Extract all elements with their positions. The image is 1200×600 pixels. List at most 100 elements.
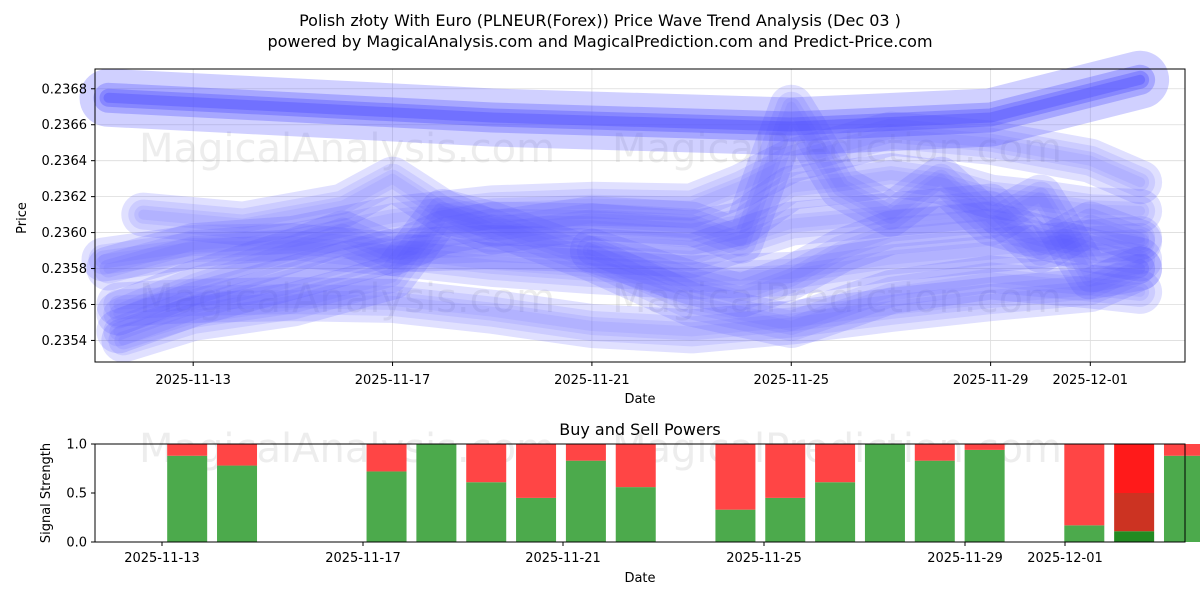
wave-line-wave-low-2 [118, 206, 1146, 346]
wave-line-wave-high-1 [93, 118, 1156, 284]
wave-line-wave-end [569, 156, 1163, 300]
buy-bar [366, 471, 407, 542]
buy-bar [516, 497, 557, 542]
y-tick-label: 0.2362 [42, 190, 88, 205]
buy-bar [964, 449, 1005, 542]
sell-bar [366, 444, 407, 472]
sell-bar [1064, 444, 1105, 526]
x-tick-label: 2025-11-13 [124, 551, 200, 566]
wave-line-wave-top [93, 64, 1156, 142]
buy-bar [1114, 531, 1155, 542]
wave-line-wave-mid-1 [81, 216, 1163, 300]
buy-bar [1064, 525, 1105, 542]
sell-bar [565, 444, 606, 461]
wave-line-wave-mid-2 [109, 214, 1150, 341]
y-tick-label: 0.2366 [42, 118, 88, 133]
wave-line-wave-low-1 [96, 246, 1163, 354]
wave-line-wave-low-1 [103, 253, 1156, 347]
wave-line-wave-high-1 [99, 124, 1150, 278]
buy-bar [416, 444, 457, 542]
buy-bar [466, 482, 507, 542]
y-tick-label: 0.5 [66, 487, 87, 502]
buy-bar [167, 455, 208, 542]
watermark-3: MagicalAnalysis.com [139, 276, 555, 322]
wave-line-wave-end [576, 163, 1156, 293]
x-tick-label: 2025-11-29 [953, 373, 1029, 388]
y-tick-label: 0.2354 [42, 334, 88, 349]
wave-line-wave-mid-1 [88, 223, 1156, 293]
sell-bar [914, 444, 955, 461]
wave-line-wave-spike [134, 97, 1150, 260]
wave-line-wave-end [582, 169, 1150, 287]
x-tick-label: 2025-11-21 [525, 551, 601, 566]
buy-bar [615, 487, 656, 542]
wave-line-wave-top [99, 70, 1150, 136]
x-tick-label: 2025-11-17 [325, 551, 401, 566]
x-tick-label: 2025-11-17 [355, 373, 431, 388]
buy-bar [864, 444, 905, 542]
sell-bar [516, 444, 557, 498]
x-tick-label: 2025-11-29 [927, 551, 1003, 566]
power-x-ticks: 2025-11-13 2025-11-17 2025-11-21 2025-11-25… [124, 542, 1103, 566]
sell-bar [217, 444, 258, 466]
wave-line-wave-spike [128, 91, 1156, 266]
wave-line-wave-top [103, 74, 1146, 132]
wave-line-wave-spike [121, 84, 1163, 273]
wave-line-wave-mid-2 [103, 208, 1156, 347]
wave-line-wave-top [79, 50, 1170, 156]
wave-line-wave-high-2 [113, 170, 1146, 319]
power-y-label: Signal Strength [39, 443, 54, 543]
power-x-label: Date [624, 571, 655, 586]
wave-line-wave-mid-2 [113, 218, 1146, 337]
wave-line-wave-low-1 [109, 259, 1150, 341]
watermark-1: MagicalAnalysis.com [139, 126, 555, 172]
wave-line-wave-low-2 [114, 202, 1150, 350]
wave-line-wave-mid-1 [94, 229, 1150, 287]
sell-bar [466, 444, 507, 483]
price-waves [79, 50, 1170, 363]
price-watermarks: MagicalAnalysis.com MagicalPrediction.co… [139, 126, 1062, 322]
y-tick-label: 0.2364 [42, 154, 88, 169]
wave-line-wave-low-2 [108, 196, 1156, 356]
price-x-ticks: 2025-11-13 2025-11-17 2025-11-21 2025-11-25… [155, 362, 1128, 388]
buy-bar [914, 460, 955, 542]
wave-line-wave-high-2 [103, 160, 1156, 329]
y-tick-label: 0.0 [66, 536, 87, 551]
wave-line-wave-low-2 [101, 189, 1163, 363]
buy-bar [565, 460, 606, 542]
y-tick-label: 0.2360 [42, 226, 88, 241]
y-tick-label: 0.2358 [42, 262, 88, 277]
power-y-ticks: 0.0 0.5 1.0 [66, 438, 95, 551]
wave-line-wave-end [586, 173, 1146, 283]
buy-bar [1163, 455, 1200, 542]
sell-bar [1163, 444, 1200, 456]
y-tick-label: 1.0 [66, 438, 87, 453]
power-title: Buy and Sell Powers [559, 420, 721, 439]
x-tick-label: 2025-11-21 [554, 373, 630, 388]
price-x-label: Date [624, 392, 655, 407]
wave-line-wave-low-1 [113, 263, 1146, 337]
x-tick-label: 2025-12-01 [1027, 551, 1103, 566]
buy-bar [217, 465, 258, 542]
chart-title: Polish złoty With Euro (PLNEUR(Forex)) P… [299, 11, 901, 30]
sell-bar [765, 444, 806, 498]
x-tick-label: 2025-11-25 [753, 373, 829, 388]
wave-line-wave-mid-2 [96, 201, 1163, 354]
price-y-ticks: 0.2354 0.2356 0.2358 0.2360 0.2362 0.2364 0.23… [42, 82, 95, 349]
wave-line-wave-high-1 [86, 111, 1163, 291]
y-tick-label: 0.2368 [42, 82, 88, 97]
power-bars [167, 444, 1200, 542]
price-y-label: Price [15, 202, 30, 234]
wave-line-wave-high-1 [103, 128, 1146, 274]
sell-bar [167, 444, 208, 456]
wave-line-wave-spike [138, 101, 1146, 256]
watermark-4: MagicalPrediction.com [612, 276, 1062, 322]
price-grid [95, 69, 1185, 362]
price-axes-frame [94, 68, 1186, 363]
wave-line-wave-high-2 [96, 153, 1163, 336]
sell-bar [815, 444, 856, 483]
x-tick-label: 2025-12-01 [1053, 373, 1129, 388]
sell-bar [1114, 444, 1155, 493]
watermark-2: MagicalPrediction.com [612, 126, 1062, 172]
